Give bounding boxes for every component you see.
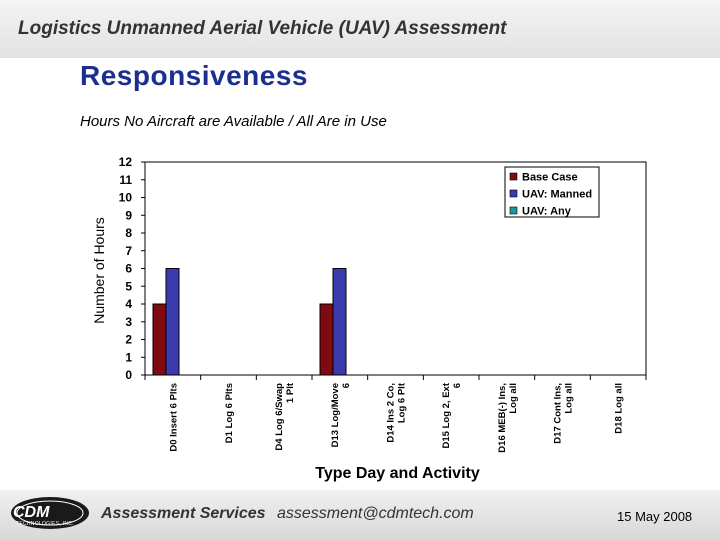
footer-email-link[interactable]: assessment@cdmtech.com	[277, 505, 474, 522]
x-tick-label: D1 Log 6 Plts	[224, 383, 235, 443]
y-tick-label: 5	[125, 279, 132, 293]
x-tick-label: D0 Insert 6 Plts	[168, 383, 179, 452]
header-bar	[0, 0, 720, 58]
footer-services: Assessment Services	[101, 505, 266, 522]
legend-swatch	[509, 206, 518, 215]
legend-label: UAV: Manned	[522, 189, 592, 201]
footer-date: 15 May 2008	[617, 509, 693, 524]
bar	[332, 268, 347, 376]
x-tick-label: D15 Log 2, Ext6	[441, 382, 463, 448]
header-title: Logistics Unmanned Aerial Vehicle (UAV) …	[18, 18, 507, 39]
y-tick-label: 7	[125, 244, 132, 258]
y-tick-label: 8	[125, 226, 132, 240]
y-tick-label: 9	[125, 208, 132, 222]
bar	[165, 268, 180, 376]
y-axis-label: Number of Hours	[91, 217, 107, 324]
footer-bar	[0, 490, 720, 540]
y-tick-label: 11	[119, 173, 132, 187]
slide-title: Responsiveness	[80, 60, 308, 91]
x-tick-label: D4 Log 6/Swap1 Plt	[274, 382, 296, 450]
y-tick-label: 3	[125, 315, 132, 329]
x-axis-label: Type Day and Activity	[315, 465, 480, 482]
y-tick-label: 10	[119, 191, 133, 205]
legend-label: UAV: Any	[522, 206, 572, 218]
legend-swatch	[509, 189, 518, 198]
logo-text: CDM	[13, 504, 50, 521]
x-tick-label: D16 MEB(-) Ins,Log all	[497, 383, 519, 453]
x-tick-label: D18 Log all	[614, 383, 625, 434]
y-tick-label: 12	[119, 155, 133, 169]
y-tick-label: 2	[125, 333, 132, 347]
cdm-logo	[11, 497, 89, 529]
bar	[152, 303, 167, 376]
y-tick-label: 6	[125, 262, 132, 276]
y-tick-label: 4	[125, 297, 132, 311]
x-tick-label: D17 Cont Ins,Log all	[553, 383, 575, 444]
logo-subtext: TECHNOLOGIES, INC.	[16, 521, 74, 527]
x-tick-label: D14 Ins 2 Co,Log 6 Plt	[386, 382, 408, 442]
legend-label: Base Case	[522, 172, 578, 184]
bar	[319, 303, 334, 376]
y-tick-label: 0	[125, 368, 132, 382]
y-tick-label: 1	[125, 350, 132, 364]
legend-box	[504, 166, 600, 218]
x-tick-label: D13 Log/Move6	[330, 383, 352, 447]
slide-subtitle: Hours No Aircraft are Available / All Ar…	[80, 113, 387, 130]
legend-swatch	[509, 172, 518, 181]
